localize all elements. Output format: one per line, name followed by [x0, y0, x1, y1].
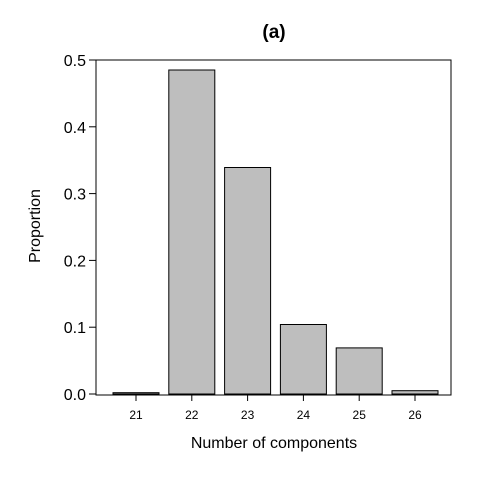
- y-axis: 0.0 0.1 0.2 0.3 0.4 0.5: [64, 53, 96, 404]
- y-tick-label: 0.3: [64, 187, 86, 204]
- bar-22: [168, 69, 216, 395]
- bar-23: [224, 167, 272, 395]
- bar-26: [391, 390, 439, 395]
- y-tick-label: 0.4: [64, 120, 86, 137]
- x-axis-label: Number of components: [191, 435, 357, 452]
- y-tick-label: 0.0: [64, 387, 86, 404]
- bar-24: [279, 324, 327, 395]
- x-tick-label: 21: [129, 408, 143, 422]
- x-tick-label: 26: [408, 408, 422, 422]
- bar-25: [335, 347, 383, 395]
- plot-frame: [95, 59, 452, 396]
- y-tick-label: 0.5: [64, 53, 86, 70]
- y-axis-label: Proportion: [27, 189, 44, 263]
- x-axis: 21 22 23 24 25 26: [129, 394, 422, 422]
- x-tick-label: 22: [185, 408, 199, 422]
- x-tick-label: 25: [353, 408, 367, 422]
- x-tick-label: 23: [241, 408, 255, 422]
- chart-title: (a): [262, 22, 285, 43]
- y-tick-label: 0.1: [64, 320, 86, 337]
- bars-group: [112, 69, 439, 395]
- x-tick-label: 24: [297, 408, 311, 422]
- bar-21: [112, 392, 160, 395]
- y-tick-label: 0.2: [64, 253, 86, 270]
